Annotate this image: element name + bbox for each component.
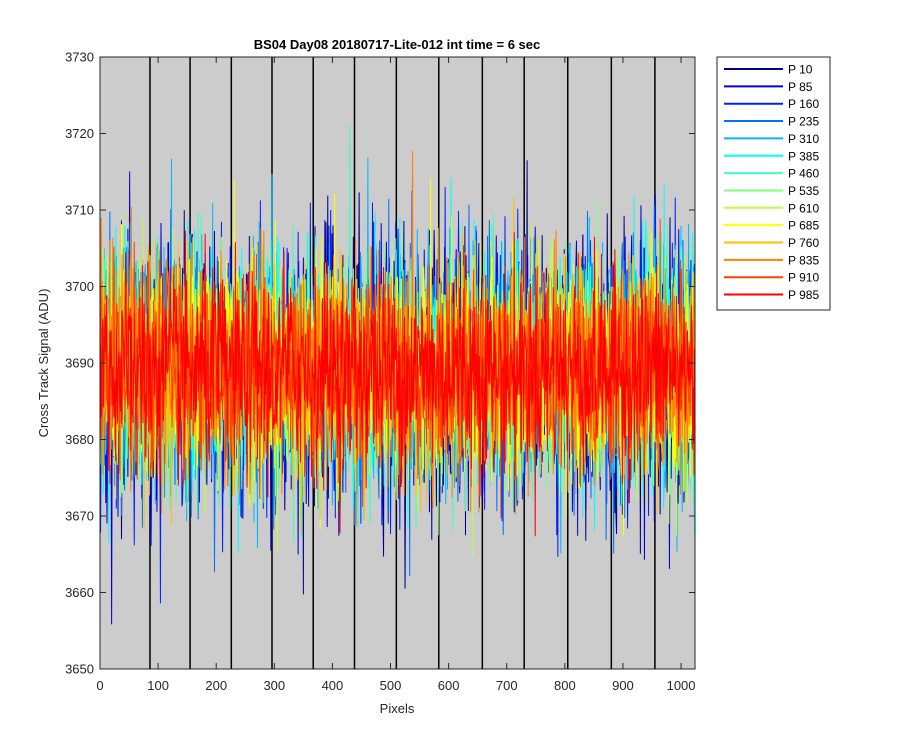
legend-item[interactable]: P 10 (724, 63, 813, 77)
legend-item[interactable]: P 310 (724, 132, 819, 146)
legend-label: P 85 (788, 80, 813, 94)
legend-item[interactable]: P 685 (724, 219, 819, 233)
legend-item[interactable]: P 235 (724, 115, 819, 129)
y-tick-label: 3710 (65, 203, 94, 218)
x-axis: 0 100 200 300 400 500 600 700 800 900 1000 (96, 57, 696, 693)
legend-box (716, 56, 831, 311)
legend-item[interactable]: P 385 (724, 149, 819, 163)
y-tick-label: 3660 (65, 585, 94, 600)
legend-label: P 160 (788, 97, 819, 111)
x-axis-label: Pixels (380, 701, 415, 716)
y-tick-label: 3720 (65, 126, 94, 141)
legend-item[interactable]: P 85 (724, 80, 813, 94)
legend-item[interactable]: P 835 (724, 253, 819, 267)
x-tick-label: 600 (438, 678, 460, 693)
legend[interactable]: P 10 P 85 P 160 P 235 P 310 P 385 P 460 P 535 P … (716, 56, 831, 311)
legend-item[interactable]: P 160 (724, 97, 819, 111)
y-tick-label: 3730 (65, 50, 94, 65)
x-tick-label: 100 (147, 678, 169, 693)
legend-label: P 310 (788, 132, 819, 146)
y-tick-label: 3690 (65, 356, 94, 371)
x-tick-label: 200 (205, 678, 227, 693)
x-tick-label: 500 (380, 678, 402, 693)
legend-label: P 985 (788, 288, 819, 302)
series-layer (100, 125, 695, 625)
x-tick-label: 400 (322, 678, 344, 693)
chart-title: BS04 Day08 20180717-Lite-012 int time = … (254, 37, 541, 52)
y-axis-label: Cross Track Signal (ADU) (36, 289, 51, 438)
legend-label: P 835 (788, 253, 819, 267)
x-tick-label: 0 (96, 678, 103, 693)
y-tick-label: 3650 (65, 662, 94, 677)
y-tick-label: 3680 (65, 432, 94, 447)
x-tick-label: 800 (554, 678, 576, 693)
y-tick-label: 3670 (65, 509, 94, 524)
legend-item[interactable]: P 985 (724, 288, 819, 302)
x-tick-label: 300 (263, 678, 285, 693)
legend-item[interactable]: P 910 (724, 271, 819, 285)
legend-label: P 385 (788, 149, 819, 163)
legend-label: P 235 (788, 115, 819, 129)
legend-label: P 460 (788, 167, 819, 181)
legend-item[interactable]: P 460 (724, 167, 819, 181)
x-tick-label: 700 (496, 678, 518, 693)
legend-item[interactable]: P 610 (724, 201, 819, 215)
x-tick-label: 1000 (667, 678, 696, 693)
legend-label: P 685 (788, 219, 819, 233)
legend-label: P 535 (788, 184, 819, 198)
y-tick-label: 3700 (65, 279, 94, 294)
legend-label: P 760 (788, 236, 819, 250)
legend-item[interactable]: P 760 (724, 236, 819, 250)
legend-label: P 610 (788, 201, 819, 215)
x-tick-label: 900 (612, 678, 634, 693)
y-axis: 3650 3660 3670 3680 3690 3700 3710 3720 3730 (65, 50, 695, 677)
legend-label: P 910 (788, 271, 819, 285)
legend-item[interactable]: P 535 (724, 184, 819, 198)
legend-label: P 10 (788, 63, 813, 77)
series-line (100, 230, 695, 537)
